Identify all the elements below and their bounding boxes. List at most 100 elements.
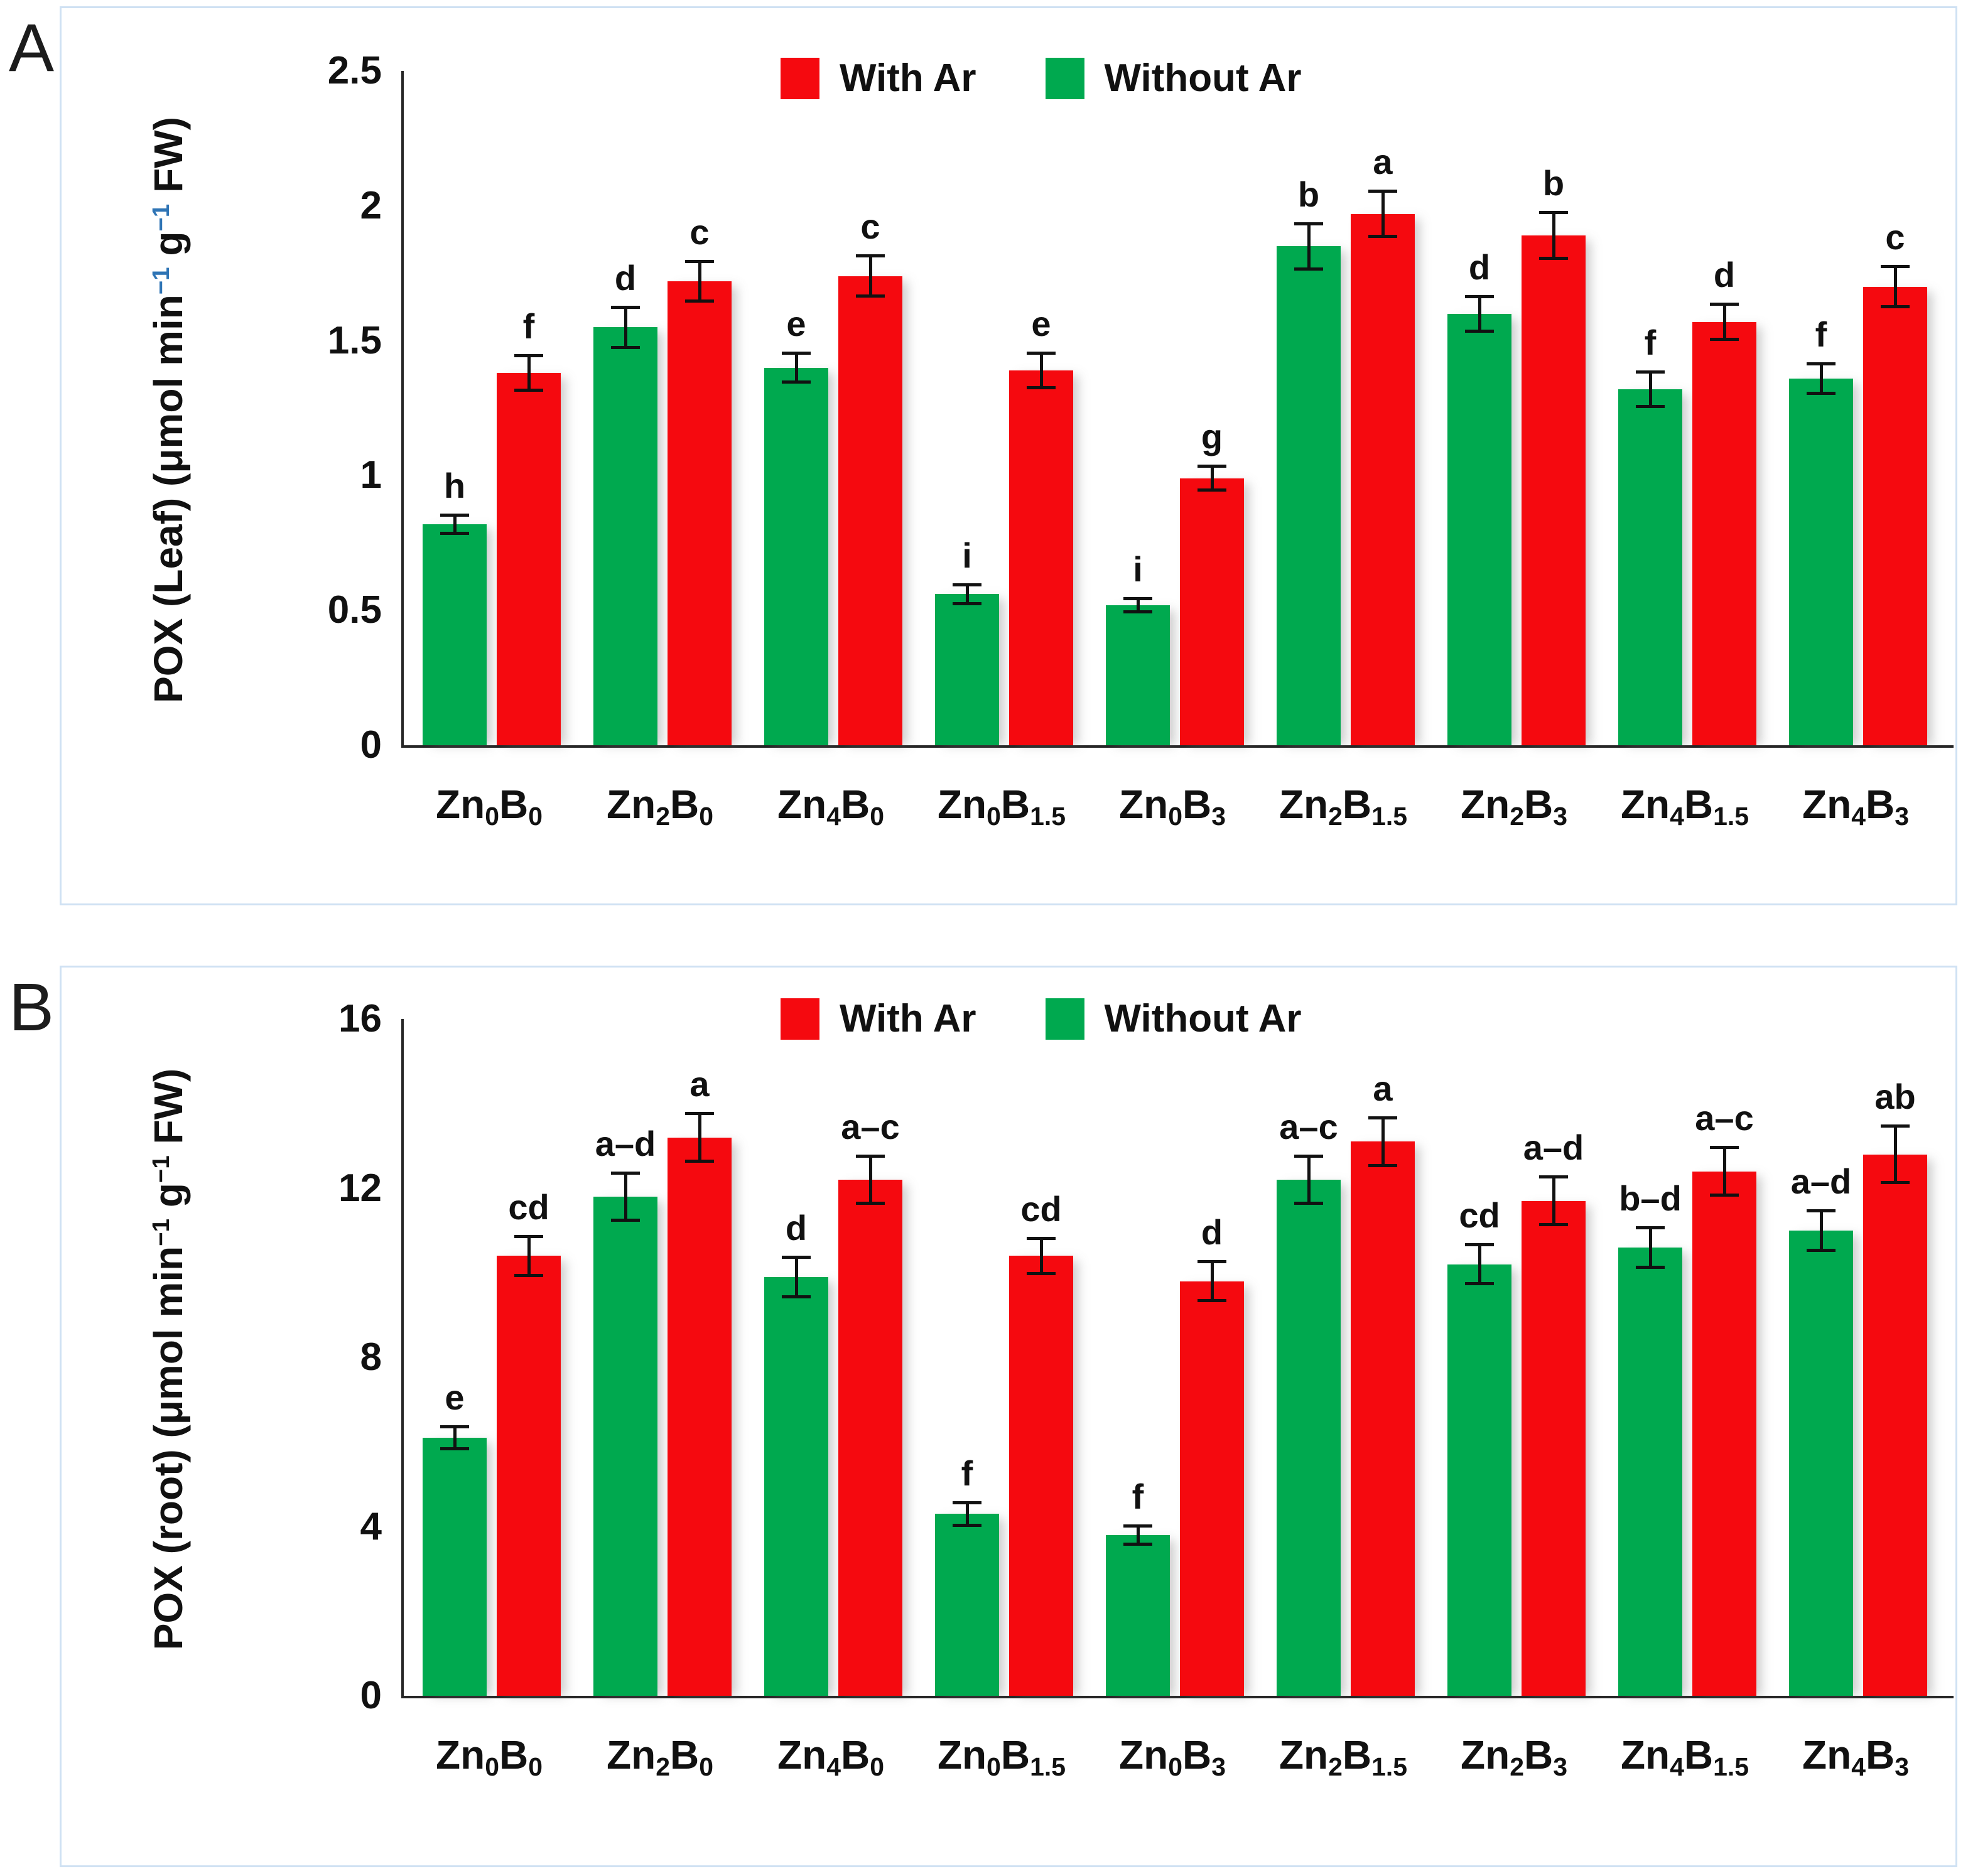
y-tick-label: 4	[360, 1504, 382, 1548]
x-category-subscript: 1.5	[1371, 802, 1408, 831]
error-cap	[440, 1425, 469, 1428]
error-bar	[1807, 362, 1836, 395]
x-category-subscript: 1.5	[1713, 1752, 1749, 1782]
error-cap	[1807, 1209, 1836, 1213]
error-cap	[514, 1274, 543, 1277]
significance-letter: f	[1815, 314, 1827, 354]
plot-area: 16 12 8 4 0 e cd Zn0B0 a–d a Zn2B0 d a–c Zn4B0 f cd Zn0B…	[338, 997, 1954, 1781]
legend-label: Without Ar	[1104, 997, 1302, 1040]
error-cap	[953, 601, 981, 605]
x-category-text: Zn	[607, 1732, 656, 1777]
x-category-text: Zn	[1802, 1732, 1852, 1777]
x-category-subscript: 3	[1553, 802, 1567, 831]
error-whisker	[1307, 1154, 1311, 1205]
error-bar	[1294, 1154, 1323, 1205]
bar-with-ar-Zn0B1.5	[1009, 1256, 1073, 1696]
error-cap	[1198, 488, 1226, 492]
x-category-label: Zn2B3	[1429, 1731, 1599, 1784]
error-cap	[1710, 1146, 1739, 1150]
x-category-subscript: 0	[528, 802, 543, 831]
x-category-subscript: 0	[485, 802, 499, 831]
significance-letter: h	[443, 465, 466, 505]
significance-letter: g	[1201, 417, 1223, 457]
error-cap	[1710, 337, 1739, 341]
x-category-label: Zn2B3	[1429, 780, 1599, 833]
significance-letter: cd	[1020, 1189, 1062, 1229]
bar-with-ar-Zn2B3	[1522, 235, 1586, 745]
x-category-text: Zn	[1461, 1732, 1510, 1777]
bar-with-ar-Zn4B0	[838, 1180, 902, 1696]
error-bar	[1539, 1175, 1568, 1227]
error-cap	[1710, 1193, 1739, 1197]
error-whisker	[624, 1171, 627, 1222]
x-category-subscript: 2	[656, 1752, 670, 1782]
x-category-text: B	[1000, 782, 1030, 827]
y-axis-title-superscript: −1	[147, 267, 175, 295]
legend-item-without-ar: Without Ar	[1045, 996, 1302, 1041]
error-cap	[1123, 596, 1152, 600]
error-cap	[953, 1501, 981, 1505]
legend-label: With Ar	[840, 57, 976, 100]
error-cap	[1807, 391, 1836, 395]
error-bar	[440, 1425, 469, 1451]
x-category-text: Zn	[1279, 782, 1329, 827]
x-category-text: Zn	[1620, 1732, 1670, 1777]
bar-without-ar-Zn0B1.5	[935, 1514, 999, 1696]
error-bar	[1881, 1124, 1910, 1184]
error-cap	[782, 380, 811, 384]
error-bar	[1465, 1243, 1494, 1286]
bar-without-ar-Zn2B1.5	[1277, 1180, 1341, 1696]
x-category-subscript: 0	[699, 802, 713, 831]
y-axis-title-superscript: −1	[147, 1155, 175, 1183]
x-category-text: B	[669, 1732, 700, 1777]
error-cap	[1368, 190, 1397, 193]
error-cap	[782, 1295, 811, 1298]
error-cap	[1368, 1163, 1397, 1167]
error-cap	[953, 583, 981, 587]
error-cap	[1465, 329, 1494, 333]
x-category-subscript: 4	[1670, 1752, 1684, 1782]
error-whisker	[1210, 465, 1214, 492]
error-cap	[1198, 1299, 1226, 1303]
error-bar	[1027, 1237, 1056, 1275]
bar-with-ar-Zn2B0	[668, 281, 732, 745]
x-axis-line	[401, 745, 1954, 748]
x-category-text: Zn	[777, 782, 827, 827]
y-axis-line	[401, 1019, 404, 1698]
error-bar	[1198, 465, 1226, 492]
error-bar	[1294, 222, 1323, 271]
x-category-subscript: 0	[1168, 1752, 1182, 1782]
x-category-text: B	[1865, 782, 1895, 827]
x-category-text: B	[840, 782, 870, 827]
significance-letter: i	[962, 536, 972, 576]
error-bar	[1539, 211, 1568, 260]
error-whisker	[698, 259, 701, 303]
error-whisker	[1478, 294, 1481, 333]
x-category-text: B	[1523, 782, 1554, 827]
error-whisker	[965, 1501, 969, 1527]
error-cap	[782, 1256, 811, 1259]
error-cap	[856, 254, 885, 258]
bar-without-ar-Zn4B1.5	[1618, 1247, 1682, 1696]
x-category-subscript: 2	[1510, 802, 1524, 831]
error-cap	[1636, 370, 1665, 374]
significance-letter: cd	[1459, 1195, 1500, 1236]
bar-without-ar-Zn2B0	[593, 1196, 657, 1696]
x-category-text: B	[840, 1732, 870, 1777]
x-category-subscript: 1.5	[1713, 802, 1749, 831]
significance-letter: a	[1373, 142, 1393, 182]
error-whisker	[794, 1256, 798, 1298]
error-whisker	[1478, 1243, 1481, 1286]
significance-letter: a–d	[1790, 1162, 1852, 1202]
significance-letter: d	[1713, 255, 1736, 295]
error-whisker	[1307, 222, 1311, 271]
error-bar	[611, 1171, 640, 1222]
error-cap	[1368, 1116, 1397, 1119]
significance-letter: c	[860, 207, 880, 247]
x-category-label: Zn4B1.5	[1599, 1731, 1770, 1784]
x-category-text: B	[499, 1732, 529, 1777]
error-cap	[1465, 1282, 1494, 1286]
x-category-label: Zn4B0	[745, 1731, 916, 1784]
y-axis-title-text: POX (Leaf) (μmol min	[146, 294, 191, 703]
y-axis-title-text: FW)	[146, 1068, 191, 1156]
